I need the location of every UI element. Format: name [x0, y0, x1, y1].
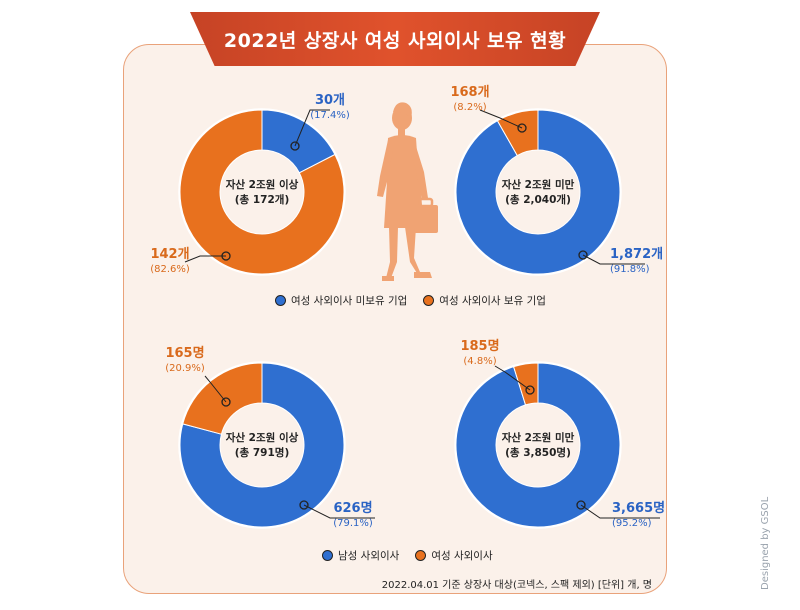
data-label-percent: (8.2%)	[453, 102, 486, 113]
leader-line	[580, 504, 660, 519]
data-label-value: 1,872개	[610, 247, 663, 262]
donut-slice	[455, 362, 621, 528]
page-title: 2022년 상장사 여성 사외이사 보유 현황	[223, 29, 567, 52]
leader-line	[204, 375, 227, 403]
designer-credit: Designed by GSOL	[760, 496, 771, 590]
legend-swatch-blue	[322, 550, 333, 561]
data-label-value: 185명	[460, 338, 499, 354]
donut-chart: 자산 2조원 이상 (총 791명) 626명 (79.1%) 165명 (20.9%)	[165, 345, 375, 529]
legend-label: 여성 사외이사	[431, 550, 493, 562]
leader-dot	[299, 500, 309, 510]
leader-dot	[525, 385, 535, 395]
legend-item: 여성 사외이사 미보유 기업	[275, 293, 407, 308]
data-label-percent: (79.1%)	[333, 518, 373, 529]
data-label-percent: (20.9%)	[165, 363, 205, 374]
leader-dot	[290, 141, 300, 151]
leader-dot	[576, 500, 586, 510]
legend-swatch-orange	[415, 550, 427, 561]
donut-slice	[179, 109, 345, 275]
donut-center-label: 자산 2조원 미만	[502, 178, 575, 191]
leader-dot	[221, 397, 231, 407]
legend-bottom: 남성 사외이사 여성 사외이사	[322, 548, 509, 563]
data-label-value: 168개	[450, 85, 489, 100]
donut-outline	[454, 108, 622, 276]
data-label-value: 3,665명	[612, 500, 665, 516]
leader-line	[184, 255, 226, 263]
leader-line	[582, 254, 645, 265]
legend-swatch-orange	[423, 295, 435, 306]
leader-line	[294, 109, 330, 147]
donut-slice	[455, 109, 621, 275]
donut-slice	[182, 362, 263, 435]
data-label-percent: (95.2%)	[612, 518, 652, 529]
legend-swatch-blue	[275, 295, 286, 306]
businesswoman-silhouette-icon	[377, 102, 438, 281]
donut-center-label: (총 791명)	[235, 446, 290, 459]
footnote: 2022.04.01 기준 상장사 대상(코넥스, 스팩 제외) [단위] 개,…	[381, 580, 652, 591]
legend-item: 여성 사외이사	[415, 548, 493, 563]
data-label-percent: (91.8%)	[610, 264, 650, 275]
data-label-value: 142개	[150, 247, 189, 262]
legend-item: 남성 사외이사	[322, 548, 399, 563]
donut-center-label: 자산 2조원 미만	[502, 431, 575, 444]
legend-item: 여성 사외이사 보유 기업	[423, 293, 546, 308]
data-label-percent: (82.6%)	[150, 264, 190, 275]
donut-outline	[178, 361, 346, 529]
data-label-percent: (17.4%)	[310, 110, 350, 121]
donut-outline	[178, 108, 346, 276]
donut-center-label: (총 172개)	[235, 193, 290, 206]
legend-label: 남성 사외이사	[338, 550, 400, 562]
data-label-value: 165명	[165, 345, 204, 361]
leader-dot	[578, 250, 588, 260]
legend-label: 여성 사외이사 보유 기업	[439, 295, 546, 307]
donut-charts: 자산 2조원 이상(총 172개)30개(17.4%)142개(82.6%)자산…	[150, 85, 665, 529]
legend-label: 여성 사외이사 미보유 기업	[291, 295, 408, 307]
donut-chart: 자산 2조원 이상 (총 172개) 30개 (17.4%) 142개 (82.6%)	[150, 93, 350, 276]
donut-center-label: 자산 2조원 이상	[226, 178, 299, 191]
donut-slice	[512, 362, 539, 406]
data-label-value: 30개	[315, 93, 345, 108]
data-label-value: 626명	[333, 500, 372, 516]
data-label-percent: (4.8%)	[463, 356, 496, 367]
donut-chart: 자산 2조원 미만 (총 3,850명) 3,665명 (95.2%) 185명 (4.8…	[454, 338, 665, 529]
leader-line	[479, 109, 523, 129]
leader-line	[303, 504, 375, 519]
donut-center-label: 자산 2조원 이상	[226, 431, 299, 444]
donut-chart: 자산 2조원 미만 (총 2,040개) 1,872개 (91.8%) 168개 (8.2…	[450, 85, 663, 276]
leader-dot	[517, 123, 527, 133]
donut-center-label: (총 2,040개)	[505, 193, 571, 206]
donut-center-label: (총 3,850명)	[505, 446, 571, 459]
donut-outline	[454, 361, 622, 529]
leader-line	[494, 365, 531, 391]
legend-top: 여성 사외이사 미보유 기업 여성 사외이사 보유 기업	[275, 293, 562, 308]
donut-slice	[179, 362, 345, 528]
title-banner: 2022년 상장사 여성 사외이사 보유 현황	[190, 12, 600, 66]
